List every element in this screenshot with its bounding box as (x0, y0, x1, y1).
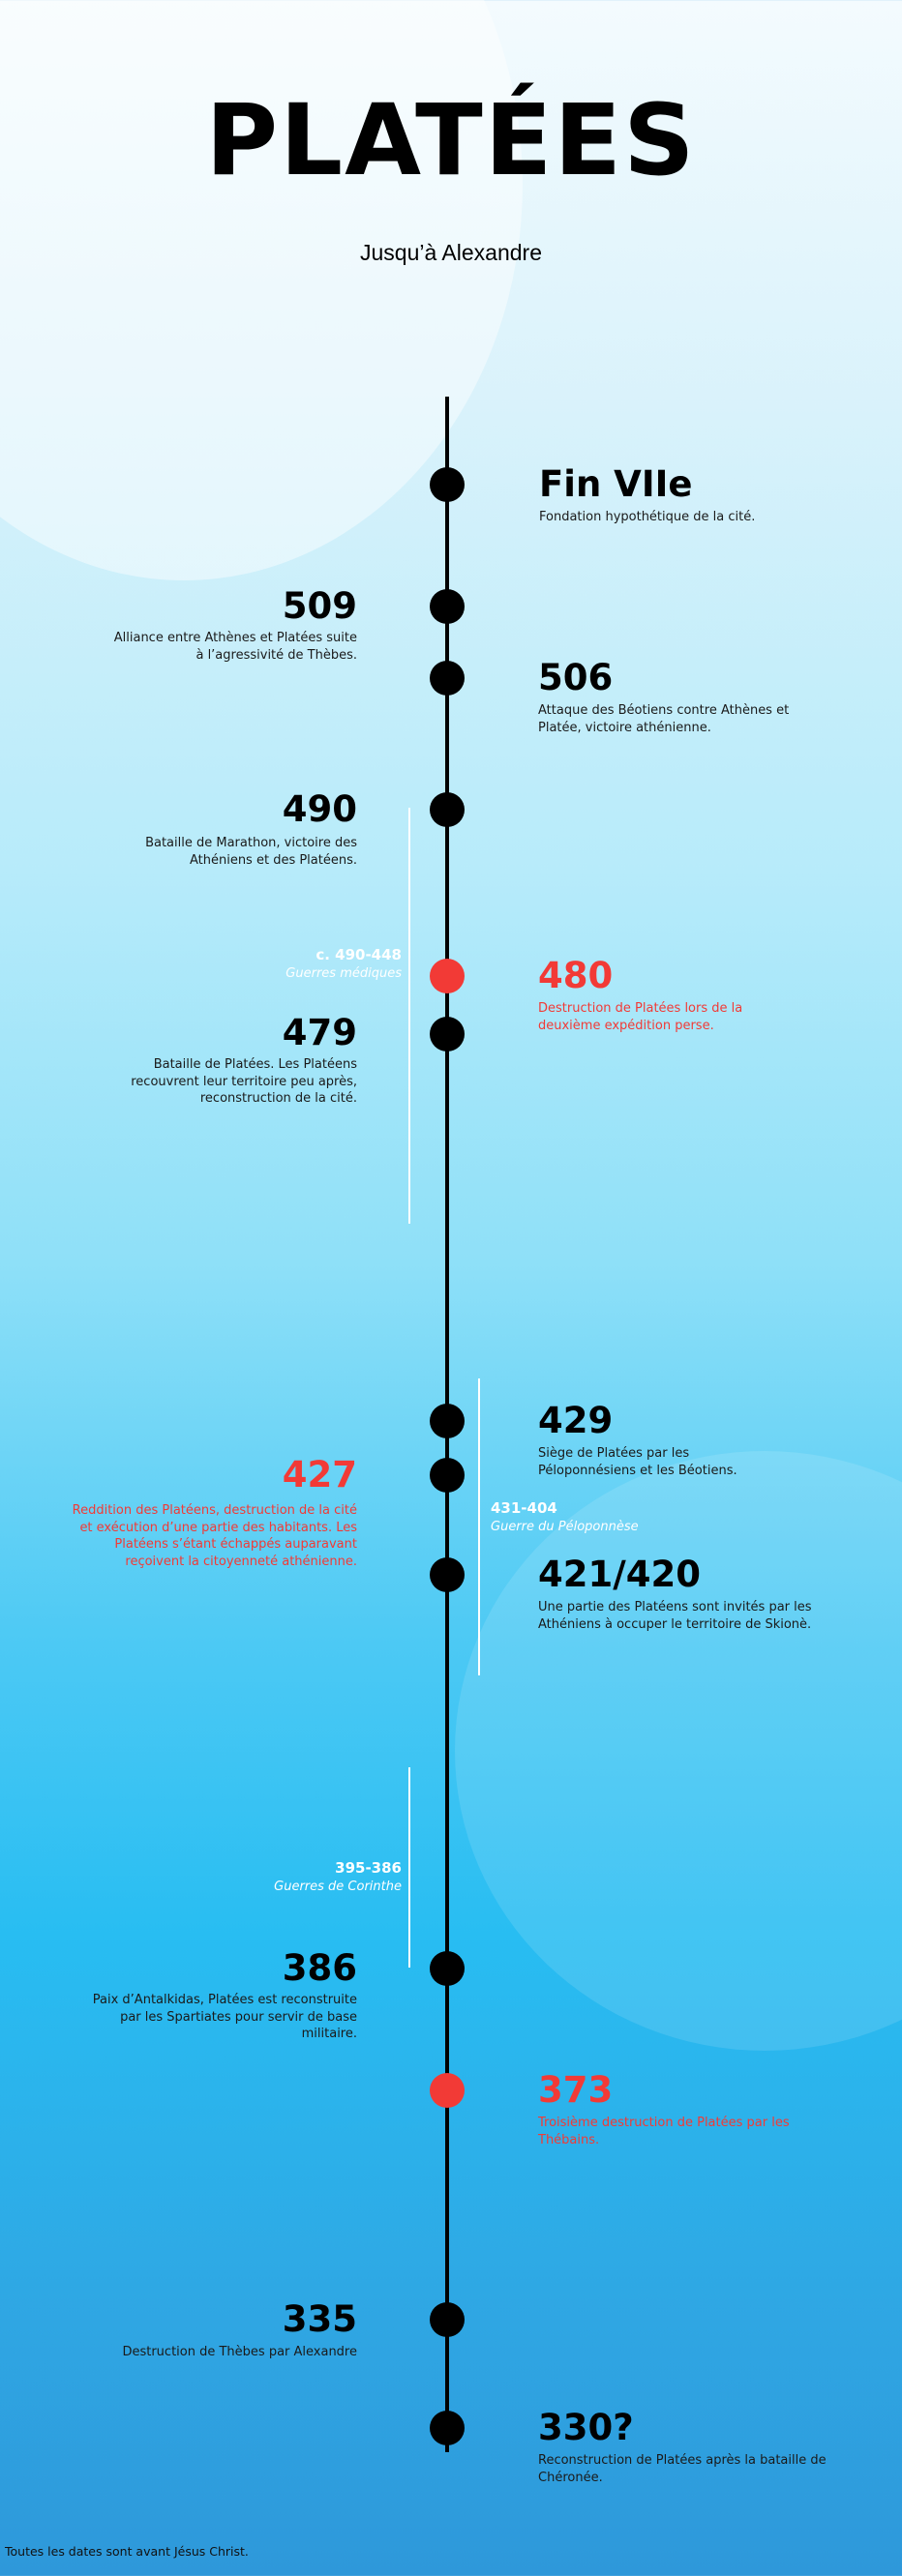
timeline-marker (430, 1557, 465, 1592)
period-years: 431-404 (491, 1499, 557, 1517)
event-text: Une partie des Platéens sont invités par… (538, 1600, 812, 1632)
event-year: 509 (282, 585, 357, 627)
timeline-marker (430, 589, 465, 624)
event-text: Siège de Platées par les Péloponnésiens … (538, 1446, 737, 1478)
event-year: 330? (538, 2407, 634, 2448)
event-text: Attaque des Béotiens contre Athènes et P… (538, 703, 790, 735)
event-year: 386 (282, 1947, 357, 1989)
event-year: 373 (538, 2069, 614, 2111)
event-year: 429 (538, 1400, 614, 1441)
timeline-marker (430, 467, 465, 502)
period-line-guerres-mediques (408, 808, 410, 1224)
event-year: 490 (282, 788, 357, 830)
timeline-marker (430, 792, 465, 827)
footnote: Toutes les dates sont avant Jésus Christ… (5, 2544, 249, 2559)
event-text: Troisième destruction de Platées par les… (538, 2116, 790, 2147)
timeline-marker-highlight (430, 959, 465, 993)
event-text: Bataille de Marathon, victoire des Athén… (145, 836, 357, 868)
event-text: Destruction de Platées lors de la deuxiè… (538, 1001, 743, 1033)
timeline-marker (430, 661, 465, 696)
event-year: 479 (282, 1012, 357, 1053)
event-year: 427 (282, 1454, 357, 1495)
event-year: Fin VIIe (539, 463, 693, 505)
timeline-marker (430, 1017, 465, 1051)
period-name: Guerre du Péloponnèse (491, 1520, 639, 1534)
event-year: 335 (282, 2298, 357, 2340)
event-text: Paix d’Antalkidas, Platées est reconstru… (92, 1993, 357, 2041)
event-text: Reddition des Platéens, destruction de l… (72, 1503, 357, 1569)
event-text: Destruction de Thèbes par Alexandre (122, 2345, 357, 2359)
period-line-guerres-corinthe (408, 1767, 410, 1968)
event-text: Bataille de Platées. Les Platéens recouv… (131, 1057, 357, 1106)
period-line-guerre-peloponnese (478, 1378, 480, 1675)
event-year: 480 (538, 955, 614, 996)
page-subtitle: Jusqu’à Alexandre (360, 240, 542, 265)
background-blob-right (455, 1451, 902, 2051)
event-year: 421/420 (538, 1554, 701, 1595)
period-name: Guerres médiques (286, 966, 402, 981)
timeline-marker (430, 1951, 465, 1986)
period-name: Guerres de Corinthe (274, 1880, 402, 1894)
period-years: c. 490-448 (316, 946, 402, 963)
event-text: Fondation hypothétique de la cité. (539, 510, 756, 524)
timeline-marker (430, 1458, 465, 1493)
event-text: Alliance entre Athènes et Platées suite … (113, 631, 357, 663)
event-year: 506 (538, 657, 614, 698)
timeline-marker (430, 1404, 465, 1438)
timeline-marker (430, 2302, 465, 2337)
timeline-marker-highlight (430, 2073, 465, 2108)
event-text: Reconstruction de Platées après la batai… (538, 2453, 827, 2485)
page-title: PLATÉES (205, 83, 697, 198)
period-years: 395-386 (335, 1859, 402, 1877)
timeline-marker (430, 2411, 465, 2445)
